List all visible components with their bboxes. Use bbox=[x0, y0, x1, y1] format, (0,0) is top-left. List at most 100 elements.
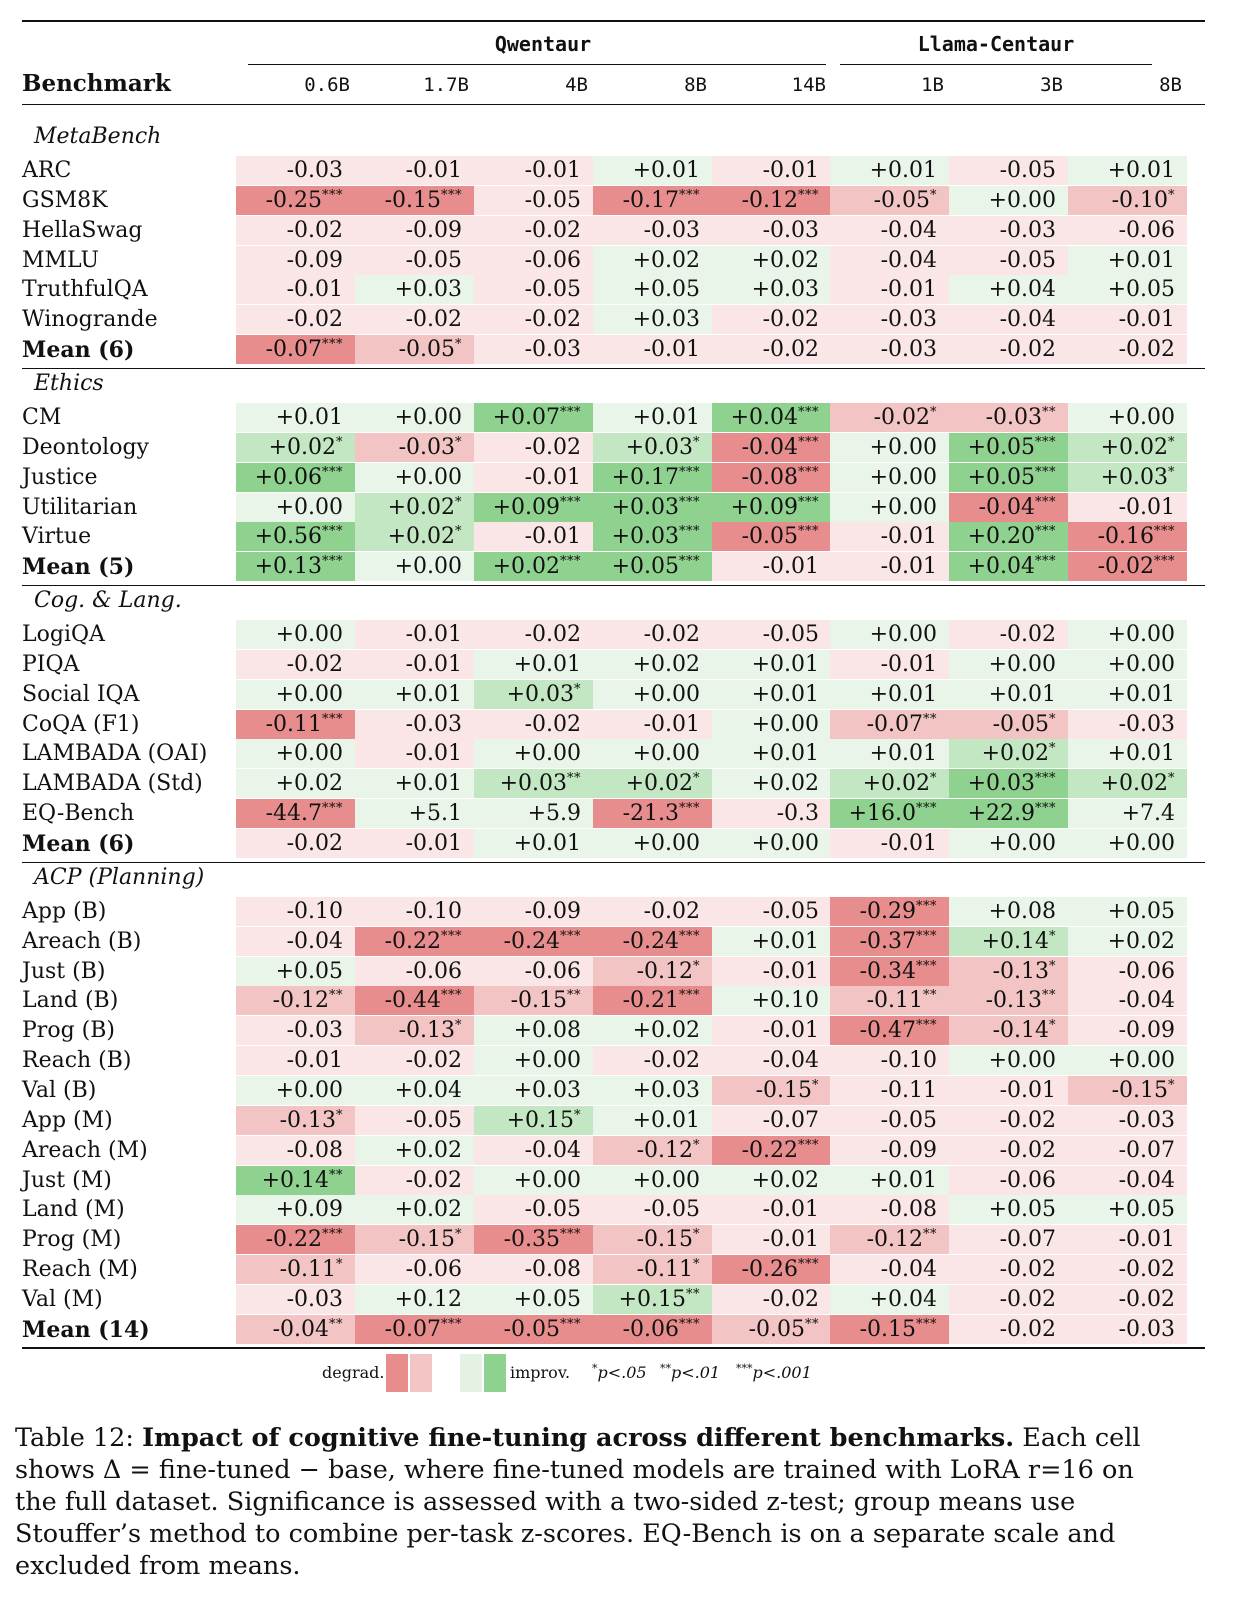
cell-value: -0.05 bbox=[762, 898, 819, 924]
cell-value: -0.22 bbox=[265, 1227, 322, 1253]
table-cell: +0.03** bbox=[474, 769, 593, 799]
cell-value: -0.15 bbox=[384, 187, 441, 213]
table-cell: -44.7*** bbox=[236, 799, 355, 829]
significance-stars: * bbox=[574, 1107, 581, 1123]
cell-value: -0.01 bbox=[880, 554, 937, 580]
significance-stars: * bbox=[1049, 711, 1056, 727]
table-cell: -0.03 bbox=[236, 1016, 355, 1046]
table-cell: -0.02 bbox=[236, 215, 355, 245]
row-label: Virtue bbox=[22, 524, 92, 550]
table-cell: -0.02 bbox=[949, 1255, 1068, 1285]
cell-value: +0.03 bbox=[625, 434, 693, 460]
significance-stars: *** bbox=[560, 494, 581, 510]
table-cell: +0.00 bbox=[830, 492, 949, 522]
cell-value: -0.05 bbox=[999, 247, 1056, 273]
table-cell: -0.03* bbox=[355, 432, 474, 462]
table-cell: -0.03** bbox=[949, 402, 1068, 432]
cell-value: -0.34 bbox=[859, 958, 916, 984]
cell-value: +0.04 bbox=[730, 404, 798, 430]
row-label: Land (B) bbox=[22, 988, 119, 1014]
significance-stars: * bbox=[336, 434, 343, 450]
significance-stars: * bbox=[455, 434, 462, 450]
cell-value: -0.12 bbox=[636, 1137, 693, 1163]
cell-value: -0.01 bbox=[762, 158, 819, 183]
table-cell: -0.05* bbox=[355, 335, 474, 365]
cell-value: -0.09 bbox=[405, 217, 462, 243]
column-header: 14B bbox=[791, 74, 826, 96]
cell-value: -0.04 bbox=[762, 1048, 819, 1074]
cell-value: -0.12 bbox=[636, 958, 693, 984]
significance-stars: *** bbox=[1035, 524, 1056, 540]
cell-value: -0.02 bbox=[286, 217, 343, 243]
table-cell: +0.00 bbox=[949, 1046, 1068, 1076]
table-cell: -0.02*** bbox=[1068, 552, 1187, 582]
cell-value: +0.03 bbox=[499, 771, 567, 797]
cell-value: +0.03 bbox=[513, 1077, 581, 1103]
cell-value: +0.01 bbox=[394, 771, 462, 797]
group-rule-llama-centaur bbox=[840, 64, 1152, 66]
table-cell: -0.04** bbox=[236, 1314, 355, 1344]
cell-value: +0.06 bbox=[254, 464, 322, 490]
cell-value: +0.01 bbox=[1107, 247, 1175, 273]
cell-value: +0.56 bbox=[254, 524, 322, 550]
cell-value: -0.02 bbox=[999, 1286, 1056, 1312]
table-cell: -0.01 bbox=[830, 522, 949, 552]
cell-value: -0.03 bbox=[1118, 1316, 1175, 1342]
cell-value: -0.03 bbox=[286, 1286, 343, 1312]
cell-value: -0.15 bbox=[755, 1077, 812, 1103]
cell-value: +0.00 bbox=[988, 651, 1056, 677]
table-cell: +0.02* bbox=[949, 739, 1068, 769]
cell-value: -0.05 bbox=[524, 1197, 581, 1223]
row-label: Prog (B) bbox=[22, 1018, 115, 1044]
cell-value: -0.02 bbox=[405, 1048, 462, 1074]
table-cell: -0.05 bbox=[474, 1195, 593, 1225]
cell-value: +0.00 bbox=[751, 831, 819, 856]
cell-value: -0.13 bbox=[398, 1018, 455, 1044]
cell-value: -0.06 bbox=[999, 1167, 1056, 1193]
cell-value: +0.05 bbox=[967, 464, 1035, 490]
cell-value: -0.15 bbox=[636, 1227, 693, 1253]
cell-value: +0.01 bbox=[275, 404, 343, 430]
table-cell: -0.01 bbox=[474, 522, 593, 552]
table-cell: +0.01 bbox=[593, 402, 712, 432]
cell-value: -0.01 bbox=[643, 337, 700, 363]
table-cell: -0.04*** bbox=[712, 432, 831, 462]
row-label: HellaSwag bbox=[22, 217, 143, 243]
table-cell: -0.04 bbox=[830, 1255, 949, 1285]
cell-value: -0.01 bbox=[286, 1048, 343, 1074]
cell-value: +0.00 bbox=[869, 434, 937, 460]
cell-value: -0.02 bbox=[999, 1257, 1056, 1283]
cell-value: -0.12 bbox=[866, 1227, 923, 1253]
table-cell: +0.08 bbox=[474, 1016, 593, 1046]
caption-label: Table 12: bbox=[15, 1423, 134, 1453]
cell-value: +0.03 bbox=[611, 524, 679, 550]
cell-value: +0.01 bbox=[394, 681, 462, 707]
cell-value: -0.06 bbox=[524, 247, 581, 273]
cell-value: -0.04 bbox=[880, 1257, 937, 1283]
significance-stars: *** bbox=[679, 801, 700, 817]
cell-value: -0.02 bbox=[999, 1316, 1056, 1342]
cell-value: +0.00 bbox=[869, 464, 937, 490]
table-cell: -0.13* bbox=[949, 956, 1068, 986]
table-cell: -0.04 bbox=[1068, 986, 1187, 1016]
table-cell: -0.02 bbox=[236, 305, 355, 335]
cell-value: +0.00 bbox=[1107, 404, 1175, 430]
cell-value: +0.00 bbox=[394, 554, 462, 580]
row-label: TruthfulQA bbox=[22, 277, 148, 303]
top-rule bbox=[22, 20, 1205, 22]
table-cell: -0.01 bbox=[712, 956, 831, 986]
cell-value: -0.05 bbox=[405, 1107, 462, 1133]
cell-value: +0.02 bbox=[1107, 928, 1175, 954]
table-cell: +0.09*** bbox=[712, 492, 831, 522]
table-cell: +0.04 bbox=[949, 275, 1068, 305]
cell-value: +0.02 bbox=[1100, 771, 1168, 797]
table-cell: -0.09 bbox=[236, 245, 355, 275]
significance-stars: * bbox=[1049, 1018, 1056, 1034]
significance-stars: *** bbox=[798, 434, 819, 450]
cell-value: -0.44 bbox=[384, 988, 441, 1014]
table-cell: +0.05*** bbox=[593, 552, 712, 582]
table-cell: -0.04 bbox=[712, 1046, 831, 1076]
cell-value: +0.00 bbox=[988, 831, 1056, 856]
table-cell: -0.06 bbox=[355, 1255, 474, 1285]
table-cell: -0.02 bbox=[474, 620, 593, 650]
